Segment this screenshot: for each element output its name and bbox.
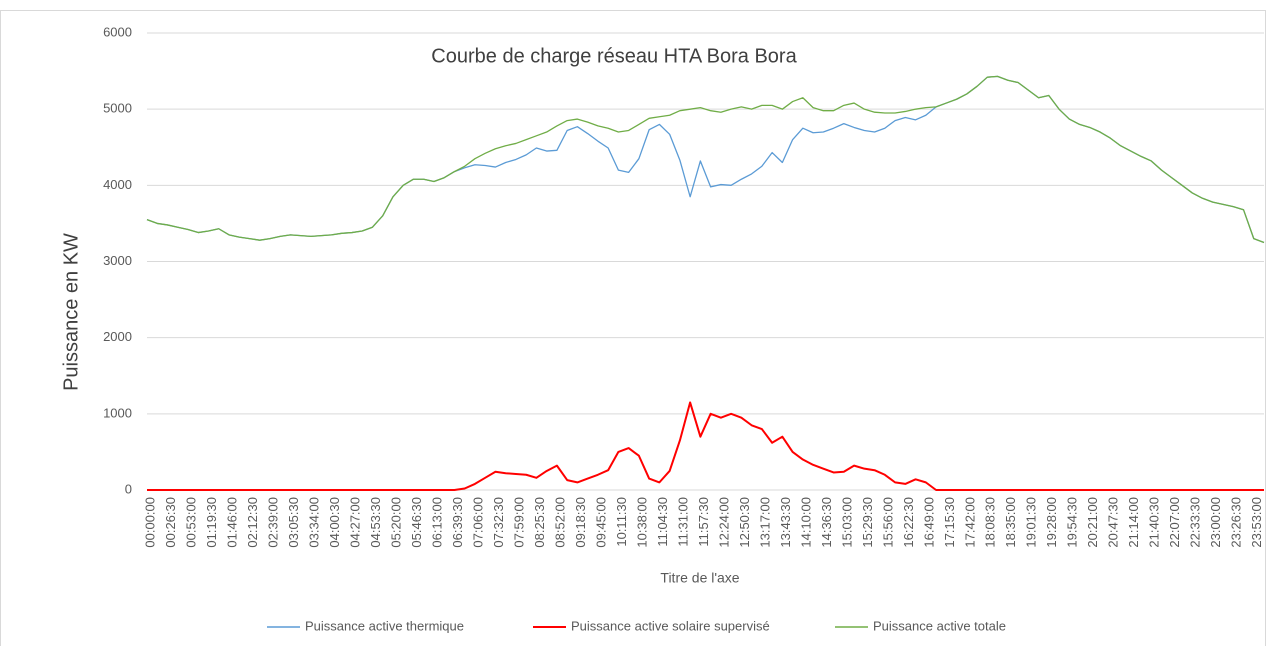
x-tick-label: 12:50:30 — [737, 497, 752, 548]
y-tick-label: 2000 — [103, 329, 132, 344]
x-tick-label: 14:10:00 — [798, 497, 813, 548]
x-tick-label: 02:39:00 — [265, 497, 280, 548]
x-tick-label: 07:06:00 — [470, 497, 485, 548]
legend-label: Puissance active solaire supervisé — [571, 618, 770, 633]
x-tick-label: 05:20:00 — [388, 497, 403, 548]
x-tick-label: 22:07:00 — [1167, 497, 1182, 548]
x-tick-label: 18:35:00 — [1003, 497, 1018, 548]
y-axis-title: Puissance en KW — [60, 233, 82, 391]
x-tick-label: 11:31:00 — [675, 497, 690, 547]
series-line — [146, 75, 1265, 244]
x-tick-label: 08:52:00 — [552, 497, 567, 548]
x-tick-label: 04:27:00 — [347, 497, 362, 548]
y-tick-label: 1000 — [103, 405, 132, 420]
x-tick-label: 20:47:30 — [1106, 497, 1121, 548]
y-tick-label: 6000 — [103, 24, 132, 39]
x-tick-label: 03:05:30 — [286, 497, 301, 548]
x-tick-label: 21:14:00 — [1126, 497, 1141, 548]
legend-label: Puissance active totale — [873, 618, 1006, 633]
x-tick-label: 00:00:00 — [142, 497, 157, 548]
x-tick-label: 10:38:00 — [634, 497, 649, 548]
x-tick-label: 07:32:30 — [491, 497, 506, 548]
x-tick-label: 19:28:00 — [1044, 497, 1059, 548]
x-tick-label: 08:25:30 — [532, 497, 547, 548]
x-tick-label: 01:19:30 — [204, 497, 219, 548]
x-tick-label: 02:12:30 — [245, 497, 260, 548]
y-tick-label: 5000 — [103, 101, 132, 116]
x-tick-label: 03:34:00 — [306, 497, 321, 548]
y-tick-label: 4000 — [103, 177, 132, 192]
x-tick-label: 20:21:00 — [1085, 497, 1100, 548]
x-tick-label: 17:42:00 — [962, 497, 977, 548]
x-tick-label: 10:11:30 — [614, 497, 629, 547]
x-tick-label: 06:13:00 — [429, 497, 444, 548]
series-line — [146, 75, 1265, 244]
x-tick-label: 21:40:30 — [1147, 497, 1162, 548]
x-tick-label: 15:56:00 — [880, 497, 895, 548]
x-axis-title: Titre de l'axe — [660, 570, 739, 586]
x-tick-label: 15:29:30 — [860, 497, 875, 548]
x-tick-label: 23:26:30 — [1229, 497, 1244, 548]
y-tick-label: 3000 — [103, 253, 132, 268]
x-tick-label: 23:00:00 — [1208, 497, 1223, 548]
series-line — [147, 401, 1264, 491]
x-tick-label: 04:53:30 — [368, 497, 383, 548]
x-tick-label: 11:04:30 — [655, 497, 670, 547]
x-tick-label: 19:01:30 — [1024, 497, 1039, 548]
x-tick-label: 05:46:30 — [409, 497, 424, 548]
x-tick-label: 00:26:30 — [163, 497, 178, 548]
x-tick-label: 09:18:30 — [573, 497, 588, 548]
x-tick-label: 13:17:00 — [757, 497, 772, 548]
x-tick-label: 09:45:00 — [593, 497, 608, 548]
x-tick-label: 16:49:00 — [921, 497, 936, 548]
x-tick-label: 22:33:30 — [1188, 497, 1203, 548]
x-tick-label: 17:15:30 — [942, 497, 957, 548]
x-tick-label: 06:39:30 — [450, 497, 465, 548]
x-tick-label: 23:53:00 — [1249, 497, 1264, 548]
legend-label: Puissance active thermique — [305, 618, 464, 633]
x-tick-label: 15:03:00 — [839, 497, 854, 548]
y-tick-label: 0 — [125, 481, 132, 496]
x-tick-label: 14:36:30 — [819, 497, 834, 548]
x-tick-label: 11:57:30 — [696, 497, 711, 547]
x-tick-label: 16:22:30 — [901, 497, 916, 548]
x-tick-label: 04:00:30 — [327, 497, 342, 548]
x-tick-label: 00:53:00 — [183, 497, 198, 548]
chart-title: Courbe de charge réseau HTA Bora Bora — [431, 45, 797, 67]
x-tick-label: 13:43:30 — [778, 497, 793, 548]
x-tick-label: 18:08:30 — [983, 497, 998, 548]
x-tick-label: 01:46:00 — [224, 497, 239, 548]
x-tick-label: 07:59:00 — [511, 497, 526, 548]
x-tick-label: 19:54:30 — [1065, 497, 1080, 548]
x-tick-label: 12:24:00 — [716, 497, 731, 548]
chart-frame — [0, 10, 1266, 646]
